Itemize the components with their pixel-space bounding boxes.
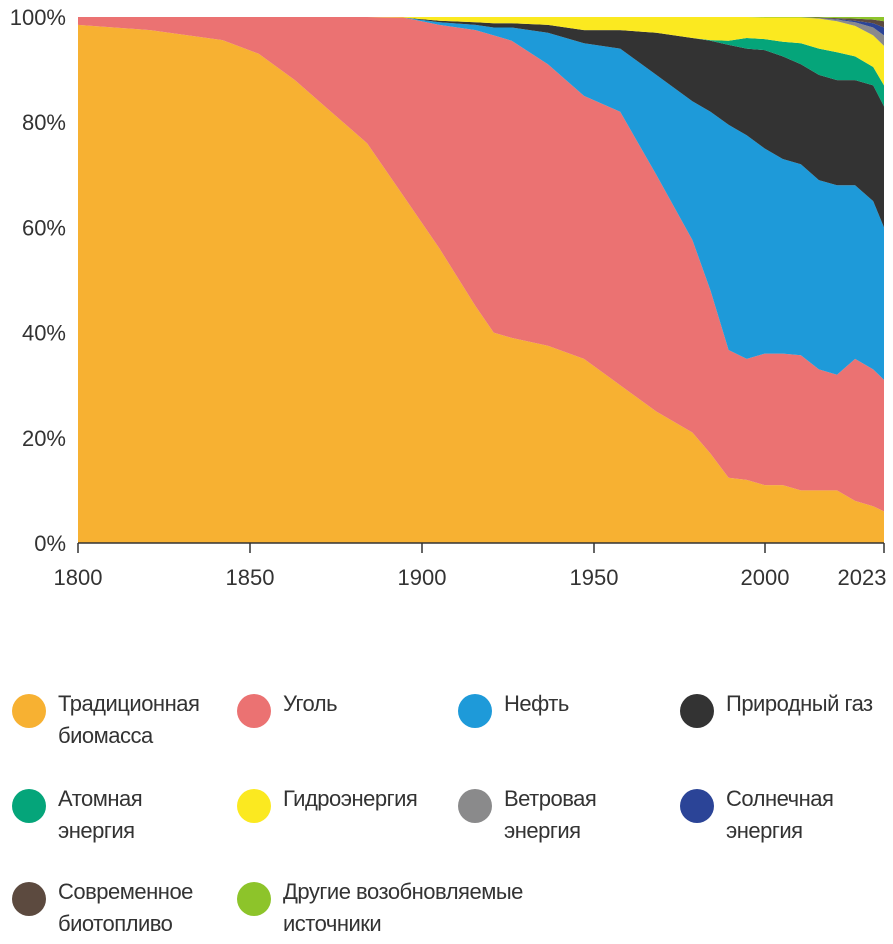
y-tick-label: 80% (22, 110, 66, 135)
legend-item: Солнечная энергия (680, 783, 834, 847)
legend-label: Атомная энергия (58, 786, 143, 843)
legend-label: Солнечная энергия (726, 786, 834, 843)
legend-item: Традиционная биомасса (12, 688, 200, 752)
area-series-5 (78, 17, 884, 86)
y-tick-label: 20% (22, 426, 66, 451)
y-tick-label: 0% (34, 531, 66, 556)
legend-label: Ветровая энергия (504, 786, 597, 843)
area-series-2 (78, 17, 884, 380)
legend-item: Другие возобновляемые источники (237, 876, 523, 940)
legend-swatch-icon (458, 694, 492, 728)
x-tick-label: 1800 (54, 565, 103, 590)
legend-item: Природный газ (680, 688, 873, 728)
legend-label: Современное биотопливо (58, 879, 193, 936)
x-tick-label: 1850 (226, 565, 275, 590)
legend-label: Нефть (504, 691, 569, 716)
legend-label: Гидроэнергия (283, 786, 418, 811)
legend-swatch-icon (237, 694, 271, 728)
legend-swatch-icon (12, 694, 46, 728)
area-layers (78, 17, 884, 543)
x-tick-label: 2000 (741, 565, 790, 590)
area-series-0 (78, 24, 884, 543)
legend-label: Традиционная биомасса (58, 691, 200, 748)
area-series-1 (78, 17, 884, 512)
y-tick-label: 40% (22, 321, 66, 346)
x-tick-label: 1900 (398, 565, 447, 590)
legend-item: Атомная энергия (12, 783, 143, 847)
legend-item: Современное биотопливо (12, 876, 193, 940)
legend-swatch-icon (12, 882, 46, 916)
legend-label: Природный газ (726, 691, 873, 716)
x-tick-label: 2023 (838, 565, 887, 590)
legend-swatch-icon (237, 882, 271, 916)
stacked-area-chart: 1800 1850 1900 1950 2000 2023 0% 20% 40% 60% 80% 10… (10, 5, 887, 590)
legend-item: Уголь (237, 688, 338, 728)
legend-swatch-icon (237, 789, 271, 823)
x-tick-label: 1950 (570, 565, 619, 590)
area-series-9 (78, 17, 884, 22)
legend-swatch-icon (680, 694, 714, 728)
legend-swatch-icon (680, 789, 714, 823)
y-tick-label: 60% (22, 215, 66, 240)
legend-item: Нефть (458, 688, 569, 728)
legend-swatch-icon (12, 789, 46, 823)
legend-label: Уголь (283, 691, 338, 716)
legend-item: Гидроэнергия (237, 783, 418, 823)
legend-swatch-icon (458, 789, 492, 823)
legend-label: Другие возобновляемые источники (283, 879, 523, 936)
axes: 1800 1850 1900 1950 2000 2023 0% 20% 40% 60% 80% 10… (10, 5, 887, 590)
area-series-3 (78, 17, 884, 228)
legend-item: Ветровая энергия (458, 783, 597, 847)
y-tick-label: 100% (10, 5, 66, 30)
